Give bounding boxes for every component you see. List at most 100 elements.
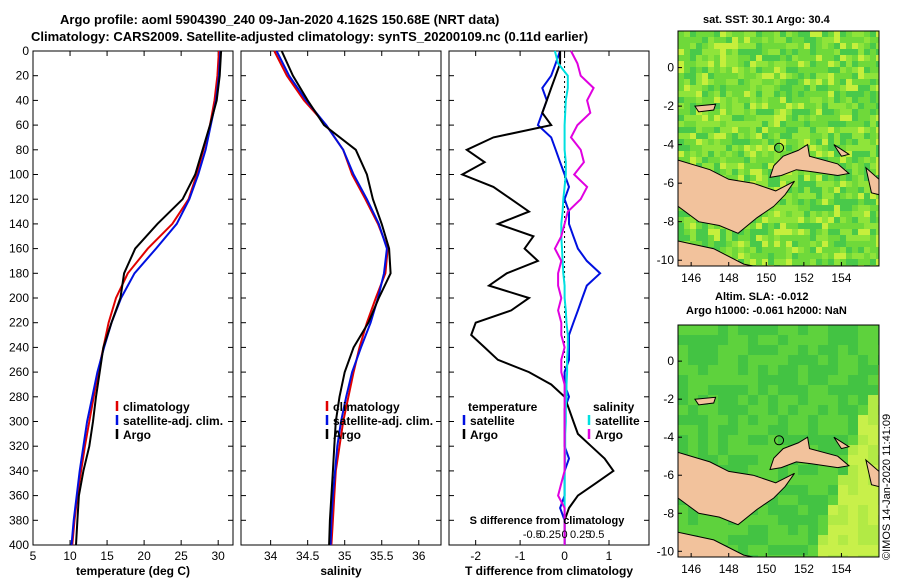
map-cell (762, 43, 768, 49)
map-cell (750, 247, 756, 253)
map-cell (870, 223, 876, 229)
map-cell (768, 115, 774, 121)
map-cell (778, 525, 788, 535)
map-cell (780, 103, 786, 109)
map-cell (822, 235, 828, 241)
map-cell (828, 505, 838, 515)
map-cell (748, 525, 758, 535)
map-cell (834, 61, 840, 67)
map-cell (718, 415, 728, 425)
map-field (678, 325, 879, 557)
map-cell (864, 253, 870, 259)
map-cell (774, 91, 780, 97)
map-cell (688, 405, 698, 415)
map-cell (852, 235, 858, 241)
map-cell (834, 205, 840, 211)
depth-tick-label: 300 (9, 415, 29, 429)
map-cell (750, 163, 756, 169)
map-cell (828, 247, 834, 253)
map-cell (738, 375, 748, 385)
map-cell (684, 151, 690, 157)
map-cell (810, 145, 816, 151)
map-cell (838, 435, 848, 445)
map-cell (868, 415, 878, 425)
map-cell (808, 525, 818, 535)
map-cell (738, 139, 744, 145)
map-cell (726, 73, 732, 79)
map-cell (732, 91, 738, 97)
map-cell (870, 31, 876, 37)
map-cell (852, 133, 858, 139)
x-tick-label: 0 (561, 549, 568, 563)
map-cell (762, 181, 768, 187)
map-cell (756, 241, 762, 247)
map-cell (876, 205, 879, 211)
map-cell (768, 425, 778, 435)
map-cell (786, 121, 792, 127)
map-cell (846, 211, 852, 217)
map-cell (828, 175, 834, 181)
map-cell (792, 259, 798, 265)
map-cell (828, 475, 838, 485)
map-cell (822, 73, 828, 79)
map-cell (816, 109, 822, 115)
map-cell (840, 223, 846, 229)
map-cell (870, 97, 876, 103)
map-cell (684, 61, 690, 67)
depth-tick-label: 380 (9, 513, 29, 527)
map-cell (780, 43, 786, 49)
map-cell (828, 109, 834, 115)
map-cell (768, 163, 774, 169)
map-cell (798, 485, 808, 495)
map-cell (714, 73, 720, 79)
map-cell (852, 163, 858, 169)
map-cell (798, 49, 804, 55)
map-cell (792, 49, 798, 55)
map-cell (702, 163, 708, 169)
map-cell (744, 67, 750, 73)
map-cell (804, 31, 810, 37)
map-cell (728, 395, 738, 405)
map-cell (834, 211, 840, 217)
map-cell (726, 61, 732, 67)
map-cell (780, 211, 786, 217)
map-cell (738, 229, 744, 235)
map-cell (810, 241, 816, 247)
map-cell (786, 109, 792, 115)
map-cell (762, 133, 768, 139)
map-cell (846, 67, 852, 73)
map-cell (828, 335, 838, 345)
map-cell (864, 97, 870, 103)
map-cell (852, 97, 858, 103)
map-cell (702, 43, 708, 49)
map-cell (838, 535, 848, 545)
map-cell (714, 241, 720, 247)
map-cell (678, 85, 684, 91)
map-cell (738, 345, 748, 355)
map-cell (714, 37, 720, 43)
map-cell (870, 139, 876, 145)
map-cell (810, 43, 816, 49)
map-cell (852, 43, 858, 49)
map-cell (748, 555, 758, 557)
map-cell (804, 181, 810, 187)
map-cell (750, 253, 756, 259)
map-cell (870, 115, 876, 121)
map-cell (864, 127, 870, 133)
map-cell (868, 455, 878, 465)
map-cell (852, 55, 858, 61)
map-cell (756, 133, 762, 139)
salinity-line-2 (280, 50, 392, 546)
map-cell (748, 515, 758, 525)
map-field (678, 31, 879, 266)
map-cell (708, 73, 714, 79)
map-cell (840, 241, 846, 247)
map-cell (838, 405, 848, 415)
map-cell (834, 217, 840, 223)
map-cell (768, 335, 778, 345)
map-cell (748, 375, 758, 385)
map-cell (864, 103, 870, 109)
map-cell (762, 85, 768, 91)
map-cell (732, 37, 738, 43)
map-cell (698, 325, 708, 335)
